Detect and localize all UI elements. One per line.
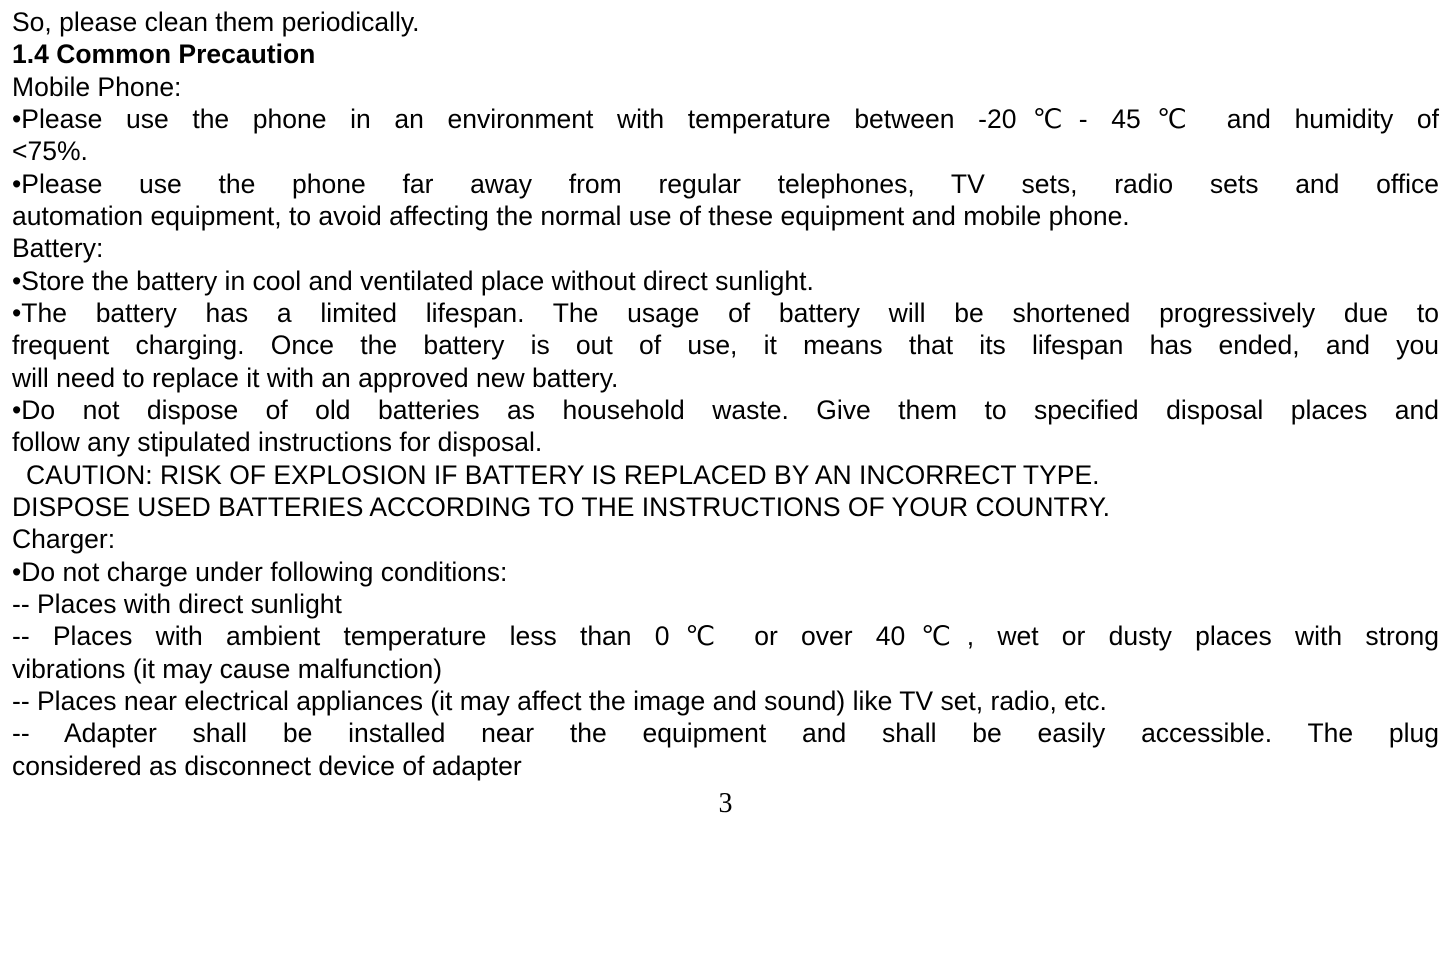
caution-text: DISPOSE USED BATTERIES ACCORDING TO THE … <box>12 491 1439 523</box>
document-page: So, please clean them periodically. 1.4 … <box>0 0 1451 820</box>
body-text: automation equipment, to avoid affecting… <box>12 200 1439 232</box>
page-number: 3 <box>12 788 1439 820</box>
body-text: will need to replace it with an approved… <box>12 362 1439 394</box>
body-text: •Do not charge under following condition… <box>12 556 1439 588</box>
body-text: •Store the battery in cool and ventilate… <box>12 265 1439 297</box>
body-text: <75%. <box>12 135 1439 167</box>
body-text: •The battery has a limited lifespan. The… <box>12 297 1439 329</box>
subheading-mobile: Mobile Phone: <box>12 71 1439 103</box>
section-heading: 1.4 Common Precaution <box>12 38 1439 70</box>
body-text: •Do not dispose of old batteries as hous… <box>12 394 1439 426</box>
body-text: •Please use the phone far away from regu… <box>12 168 1439 200</box>
subheading-charger: Charger: <box>12 523 1439 555</box>
list-item: -- Places with direct sunlight <box>12 588 1439 620</box>
list-item: -- Places with ambient temperature less … <box>12 620 1439 652</box>
list-item: considered as disconnect device of adapt… <box>12 750 1439 782</box>
subheading-battery: Battery: <box>12 232 1439 264</box>
caution-text: CAUTION: RISK OF EXPLOSION IF BATTERY IS… <box>12 459 1439 491</box>
body-text: So, please clean them periodically. <box>12 6 1439 38</box>
list-item: vibrations (it may cause malfunction) <box>12 653 1439 685</box>
list-item: -- Places near electrical appliances (it… <box>12 685 1439 717</box>
body-text: frequent charging. Once the battery is o… <box>12 329 1439 361</box>
list-item: -- Adapter shall be installed near the e… <box>12 717 1439 749</box>
body-text: follow any stipulated instructions for d… <box>12 426 1439 458</box>
body-text: •Please use the phone in an environment … <box>12 103 1439 135</box>
